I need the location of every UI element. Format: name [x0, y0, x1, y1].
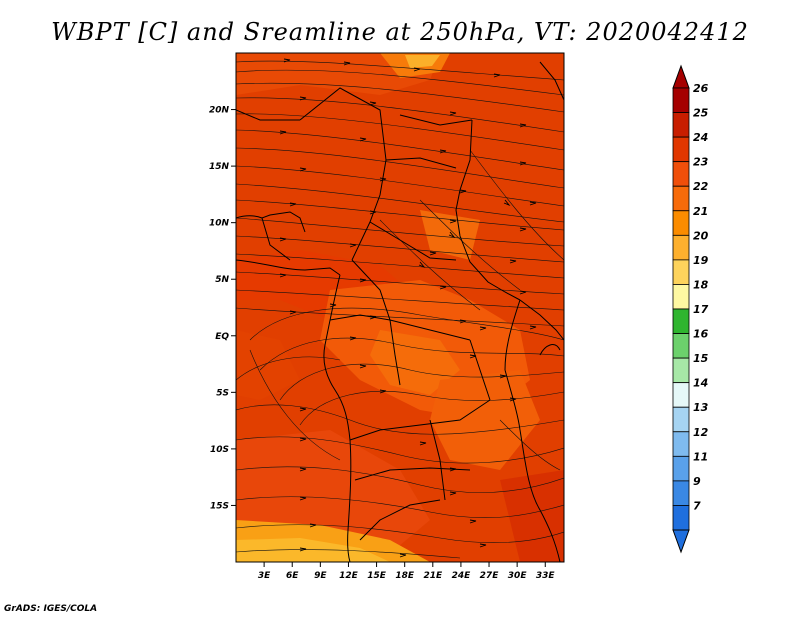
colorbar-swatch [672, 406, 690, 433]
lon-tick-label: 15E [367, 571, 387, 581]
wbpt-shading [236, 53, 564, 562]
lon-tick-label: 12E [339, 571, 359, 581]
lon-tick-label: 21E [423, 571, 443, 581]
colorbar-swatch [672, 234, 690, 261]
lat-tick-label: EQ [215, 332, 229, 342]
lon-tick-label: 33E [536, 571, 556, 581]
colorbar-swatch [672, 210, 690, 236]
colorbar-swatch [672, 505, 690, 531]
colorbar: 26 25 24 23 22 21 20 19 18 17 16 15 14 13 12 11 9 7 [672, 64, 709, 554]
lat-tick-label: 20N [209, 106, 230, 116]
colorbar-label: 9 [693, 475, 701, 488]
map-frame [235, 52, 565, 563]
lon-tick-label: 9E [314, 571, 327, 581]
colorbar-label: 13 [693, 401, 709, 414]
lat-tick-label: 5S [216, 388, 229, 398]
colorbar-label: 22 [693, 180, 709, 193]
footer-credit: GrADS: IGES/COLA [4, 604, 98, 614]
colorbar-label: 24 [693, 131, 708, 144]
colorbar-swatch [672, 161, 690, 187]
lon-tick-label: 30E [508, 571, 528, 581]
colorbar-swatch [672, 357, 690, 384]
lat-tick-label: 15S [210, 501, 229, 511]
colorbar-swatch [672, 382, 690, 408]
streamline-arrows [279, 58, 537, 558]
colorbar-swatch [672, 333, 690, 359]
colorbar-top-arrow [672, 64, 690, 89]
colorbar-label: 18 [693, 278, 709, 291]
country-borders [236, 61, 564, 562]
colorbar-label: 19 [693, 254, 709, 267]
colorbar-label: 12 [693, 426, 709, 439]
colorbar-swatch [672, 284, 690, 310]
colorbar-label: 23 [693, 156, 709, 169]
colorbar-label: 21 [693, 205, 708, 218]
latitude-axis: 20N 15N 10N 5N EQ 5S 10S 15S [209, 106, 236, 511]
lon-tick-label: 6E [286, 571, 299, 581]
colorbar-bottom-arrow [672, 529, 690, 554]
colorbar-swatch [672, 308, 690, 334]
colorbar-label: 15 [693, 352, 709, 365]
lon-tick-label: 27E [480, 571, 500, 581]
colorbar-label: 17 [693, 303, 709, 316]
colorbar-swatch [672, 136, 690, 163]
colorbar-label: 25 [693, 107, 709, 120]
colorbar-swatch [672, 185, 690, 212]
lat-tick-label: 15N [209, 162, 230, 172]
colorbar-label: 26 [693, 82, 709, 95]
colorbar-swatch [672, 480, 690, 506]
colorbar-label: 20 [693, 229, 709, 242]
colorbar-swatch [672, 259, 690, 285]
lat-tick-label: 10N [209, 219, 230, 229]
colorbar-swatch [672, 431, 690, 457]
colorbar-label: 16 [693, 328, 709, 341]
colorbar-swatch [672, 112, 690, 138]
chart-title: WBPT [C] and Sreamline at 250hPa, VT: 20… [51, 18, 749, 46]
lon-tick-label: 24E [452, 571, 472, 581]
colorbar-swatch [672, 455, 690, 482]
colorbar-swatch [672, 87, 690, 113]
longitude-axis: 3E 6E 9E 12E 15E 18E 21E 24E 27E 30E 33E [258, 562, 556, 581]
lat-tick-label: 10S [210, 445, 229, 455]
colorbar-label: 11 [693, 450, 708, 463]
colorbar-label: 14 [693, 377, 708, 390]
colorbar-label: 7 [693, 499, 701, 512]
lon-tick-label: 18E [395, 571, 415, 581]
lat-tick-label: 5N [215, 275, 229, 285]
lon-tick-label: 3E [258, 571, 271, 581]
streamlines [236, 60, 564, 559]
